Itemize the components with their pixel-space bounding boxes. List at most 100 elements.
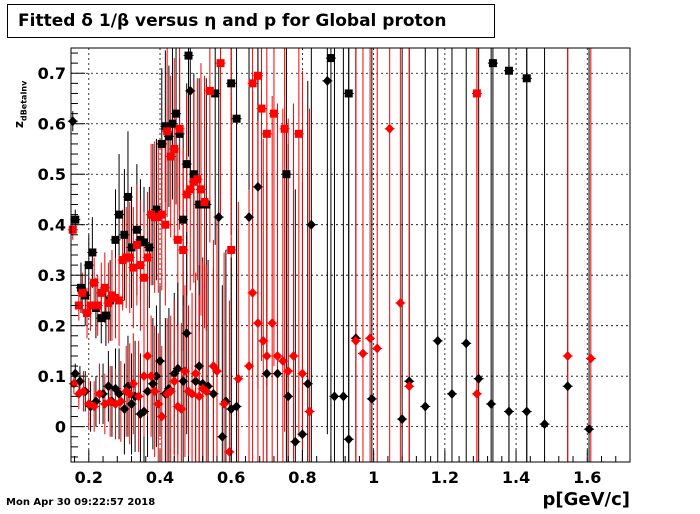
data-point: [132, 225, 141, 234]
data-point: [143, 253, 152, 262]
data-point: [273, 350, 283, 361]
data-point: [262, 368, 272, 379]
x-tick-label: 1.6: [573, 468, 601, 487]
data-point: [283, 391, 293, 402]
data-point: [269, 109, 278, 118]
data-point: [211, 89, 220, 98]
data-point: [262, 129, 271, 138]
data-point: [322, 75, 332, 86]
data-point: [404, 376, 414, 387]
data-point: [196, 185, 205, 194]
data-point: [563, 381, 573, 392]
data-point: [155, 356, 165, 367]
data-point: [134, 391, 144, 402]
data-point: [253, 71, 262, 80]
data-point: [584, 424, 594, 435]
data-point: [71, 215, 80, 224]
data-point: [404, 381, 414, 392]
data-point: [191, 368, 201, 379]
data-point: [127, 398, 137, 409]
data-point: [358, 348, 368, 359]
data-point: [182, 190, 191, 199]
data-point: [486, 398, 496, 409]
data-point: [290, 436, 300, 447]
data-point: [540, 419, 550, 430]
x-tick-label: 1.2: [431, 468, 459, 487]
data-point: [472, 89, 481, 98]
data-point: [326, 54, 335, 63]
data-point: [372, 343, 382, 354]
data-point: [205, 86, 214, 95]
x-axis-label: p[GeV/c]: [542, 489, 631, 510]
data-point: [297, 429, 307, 440]
data-point: [146, 371, 156, 382]
data-point: [164, 132, 173, 141]
data-point: [297, 368, 307, 379]
data-point: [172, 109, 181, 118]
data-point: [173, 235, 182, 244]
data-point: [244, 212, 254, 223]
data-point: [504, 66, 513, 75]
data-point: [168, 119, 177, 128]
data-point: [178, 376, 188, 387]
data-point: [76, 283, 85, 292]
data-point: [233, 373, 243, 384]
data-point: [139, 273, 148, 282]
data-point: [129, 263, 138, 272]
data-point: [90, 278, 99, 287]
data-point: [115, 296, 124, 305]
data-point: [365, 333, 375, 344]
data-point: [78, 386, 88, 397]
data-point: [303, 378, 313, 389]
data-point: [139, 238, 148, 247]
data-point: [93, 301, 102, 310]
data-point: [586, 353, 596, 364]
data-point: [189, 170, 198, 179]
y-tick-label: 0.4: [38, 216, 66, 235]
data-markers: [68, 51, 596, 457]
data-point: [148, 378, 158, 389]
data-point: [166, 152, 175, 161]
data-point: [195, 200, 204, 209]
data-point: [522, 74, 531, 83]
data-point: [157, 139, 166, 148]
data-point: [522, 406, 532, 417]
x-tick-label: 0.6: [217, 468, 245, 487]
data-point: [201, 386, 211, 397]
data-point: [262, 350, 272, 361]
data-point: [86, 301, 95, 310]
data-point: [83, 309, 92, 318]
data-point: [139, 371, 149, 382]
y-tick-label: 0.5: [38, 165, 66, 184]
data-point: [306, 219, 316, 230]
data-point: [278, 356, 288, 367]
data-point: [120, 230, 129, 239]
data-point: [136, 261, 145, 270]
data-point: [227, 79, 236, 88]
data-point: [282, 170, 291, 179]
data-point: [157, 411, 167, 422]
data-point: [219, 398, 229, 409]
data-point: [395, 297, 405, 308]
data-point: [227, 245, 236, 254]
data-point: [116, 396, 126, 407]
x-tick-label: 0.4: [146, 468, 174, 487]
data-point: [474, 373, 484, 384]
data-point: [179, 245, 188, 254]
data-point: [185, 85, 195, 96]
data-point: [103, 381, 113, 392]
data-point: [88, 248, 97, 257]
data-point: [182, 328, 192, 339]
data-point: [94, 388, 104, 399]
data-point: [111, 235, 120, 244]
data-point: [461, 338, 471, 349]
data-point: [563, 350, 573, 361]
data-point: [101, 311, 110, 320]
data-point: [132, 240, 141, 249]
data-point: [472, 388, 482, 399]
data-point: [176, 403, 186, 414]
data-point: [193, 175, 202, 184]
x-tick-label: 1.4: [502, 468, 530, 487]
data-point: [179, 215, 188, 224]
data-point: [184, 51, 193, 60]
